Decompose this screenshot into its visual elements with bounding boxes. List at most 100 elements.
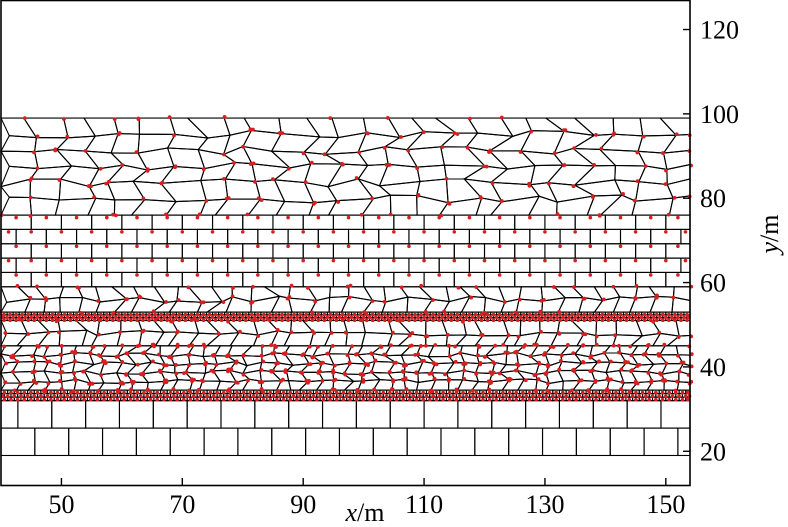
data-point (407, 273, 411, 277)
data-point (225, 312, 230, 317)
data-point (667, 397, 671, 402)
data-point (135, 362, 140, 367)
data-point (664, 394, 668, 398)
data-point (518, 150, 523, 154)
data-point (351, 394, 356, 398)
data-point (346, 318, 351, 323)
data-point (92, 394, 96, 398)
data-point (304, 378, 309, 383)
mesh-cell (474, 427, 510, 457)
data-point (180, 258, 185, 263)
data-point (423, 343, 428, 348)
data-point (204, 198, 209, 203)
data-point (651, 315, 656, 320)
mesh-cell (197, 134, 231, 156)
data-point (391, 394, 396, 398)
mesh-cell (470, 381, 491, 391)
data-point (75, 397, 80, 402)
data-point (654, 390, 658, 395)
data-point (418, 344, 423, 348)
data-point (588, 355, 593, 359)
data-point (392, 361, 397, 365)
data-point (477, 345, 482, 349)
data-point (56, 318, 61, 323)
data-point (394, 397, 399, 402)
mesh-cell (283, 331, 315, 347)
data-point (482, 315, 487, 320)
data-point (416, 352, 421, 356)
data-point (597, 315, 602, 320)
mesh-cell (598, 133, 644, 152)
data-point (347, 295, 352, 300)
data-point (376, 215, 381, 220)
data-point (363, 311, 368, 315)
data-point (57, 330, 61, 335)
data-point (654, 312, 659, 317)
data-point (95, 315, 100, 320)
data-point (455, 132, 460, 136)
mesh-cell (445, 178, 483, 204)
data-point (646, 370, 651, 375)
data-point (190, 343, 195, 348)
data-point (419, 318, 423, 323)
data-point (132, 394, 136, 398)
mesh-cell (440, 146, 487, 167)
data-point (288, 390, 292, 395)
layer-brick-layer (0, 214, 691, 288)
data-point (160, 180, 165, 185)
data-point (259, 386, 264, 391)
data-point (517, 394, 522, 398)
data-point (624, 318, 629, 323)
y-tick-label: 120 (700, 16, 739, 45)
data-point (225, 394, 229, 398)
data-point (275, 397, 279, 402)
mesh-cell (552, 286, 585, 299)
data-point (401, 312, 405, 317)
data-point (481, 390, 485, 395)
data-point (552, 151, 557, 155)
data-point (507, 390, 512, 395)
data-point (482, 310, 487, 315)
data-point (639, 315, 644, 320)
data-point (664, 258, 668, 263)
data-point (15, 284, 20, 288)
data-point (253, 180, 257, 184)
data-point (358, 318, 363, 323)
data-point (148, 397, 153, 402)
data-point (49, 390, 53, 395)
data-point (69, 397, 73, 402)
data-point (28, 195, 33, 200)
data-point (265, 315, 269, 320)
data-point (273, 345, 278, 349)
data-point (259, 353, 264, 358)
mesh-cell (459, 345, 479, 357)
data-point (434, 315, 438, 320)
mesh-cell (355, 400, 391, 429)
data-point (421, 130, 426, 135)
data-point (641, 352, 646, 357)
data-point (30, 370, 35, 375)
data-point (411, 394, 415, 398)
data-point (430, 389, 435, 393)
data-point (104, 273, 109, 277)
data-point (675, 379, 679, 384)
data-point (382, 299, 387, 304)
data-point (392, 230, 396, 234)
data-point (432, 376, 437, 381)
data-point (159, 318, 163, 323)
data-point (221, 300, 226, 305)
data-point (576, 312, 580, 317)
data-point (513, 368, 518, 373)
data-point (231, 318, 236, 323)
data-point (452, 131, 457, 136)
data-point (234, 359, 239, 364)
data-point (384, 394, 389, 398)
data-point (618, 273, 623, 277)
data-point (77, 285, 81, 290)
data-point (301, 315, 305, 320)
data-point (348, 397, 352, 402)
data-point (673, 312, 677, 317)
data-point (34, 381, 39, 385)
data-point (467, 273, 472, 277)
data-point (86, 312, 91, 317)
